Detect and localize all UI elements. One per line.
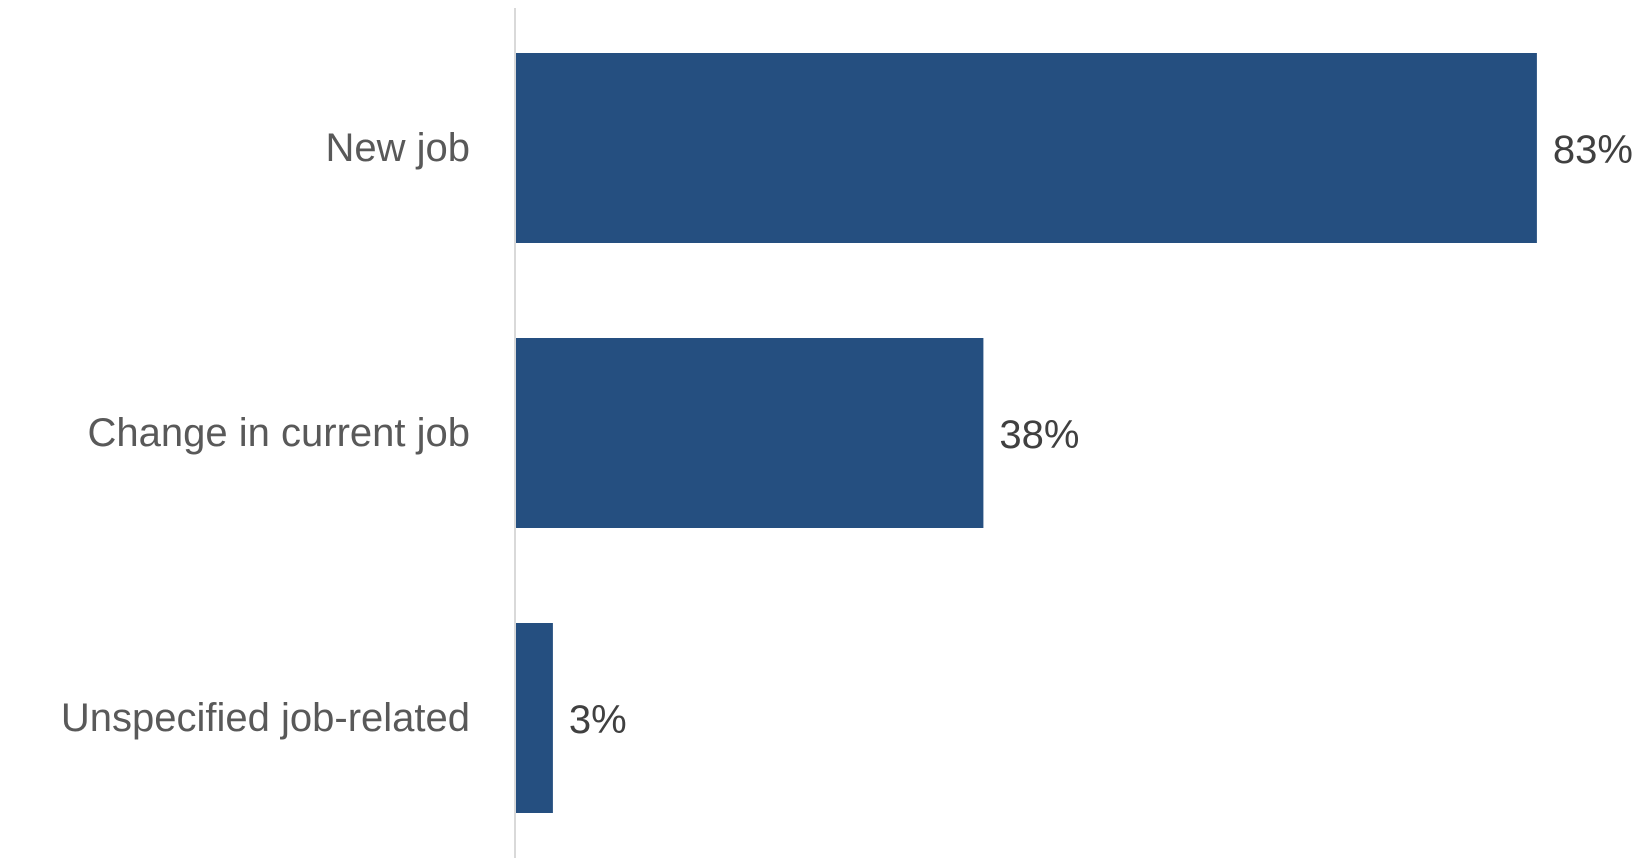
bar-unspecified-job-related	[516, 623, 553, 813]
category-label-unspecified-job-related: Unspecified job-related	[61, 696, 470, 740]
category-label-change-in-current-job: Change in current job	[88, 411, 470, 455]
labels-group: New job 83% Change in current job 38% Unspec…	[61, 126, 1633, 742]
bar-change-in-current-job	[516, 338, 984, 528]
data-label-unspecified-job-related: 3%	[569, 698, 627, 742]
bars-group	[516, 53, 1537, 813]
data-label-change-in-current-job: 38%	[999, 413, 1079, 457]
bar-new-job	[516, 53, 1537, 243]
category-label-new-job: New job	[325, 126, 470, 170]
data-label-new-job: 83%	[1553, 128, 1633, 172]
